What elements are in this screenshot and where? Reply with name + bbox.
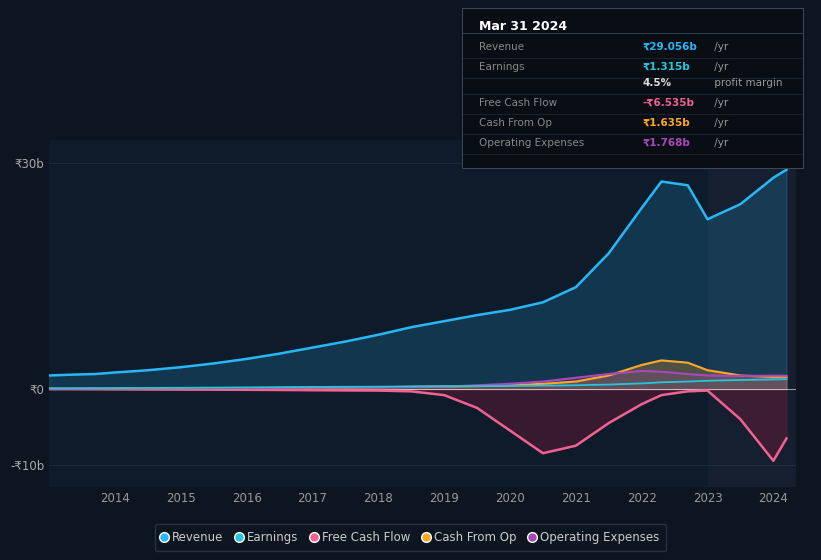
Text: Revenue: Revenue: [479, 41, 525, 52]
Text: 4.5%: 4.5%: [643, 78, 672, 87]
Text: Mar 31 2024: Mar 31 2024: [479, 20, 567, 32]
Text: Earnings: Earnings: [479, 62, 525, 72]
Text: ₹1.315b: ₹1.315b: [643, 62, 690, 72]
Text: /yr: /yr: [711, 138, 728, 148]
Text: ₹1.768b: ₹1.768b: [643, 138, 690, 148]
Text: /yr: /yr: [711, 41, 728, 52]
Legend: Revenue, Earnings, Free Cash Flow, Cash From Op, Operating Expenses: Revenue, Earnings, Free Cash Flow, Cash …: [155, 524, 666, 551]
Text: profit margin: profit margin: [711, 78, 782, 87]
Text: ₹1.635b: ₹1.635b: [643, 118, 690, 128]
Text: /yr: /yr: [711, 118, 728, 128]
Text: /yr: /yr: [711, 62, 728, 72]
Text: ₹29.056b: ₹29.056b: [643, 41, 698, 52]
Text: Operating Expenses: Operating Expenses: [479, 138, 585, 148]
Text: -₹6.535b: -₹6.535b: [643, 97, 695, 108]
Bar: [708, 140, 796, 487]
Text: Free Cash Flow: Free Cash Flow: [479, 97, 557, 108]
Text: Cash From Op: Cash From Op: [479, 118, 553, 128]
Text: /yr: /yr: [711, 97, 728, 108]
